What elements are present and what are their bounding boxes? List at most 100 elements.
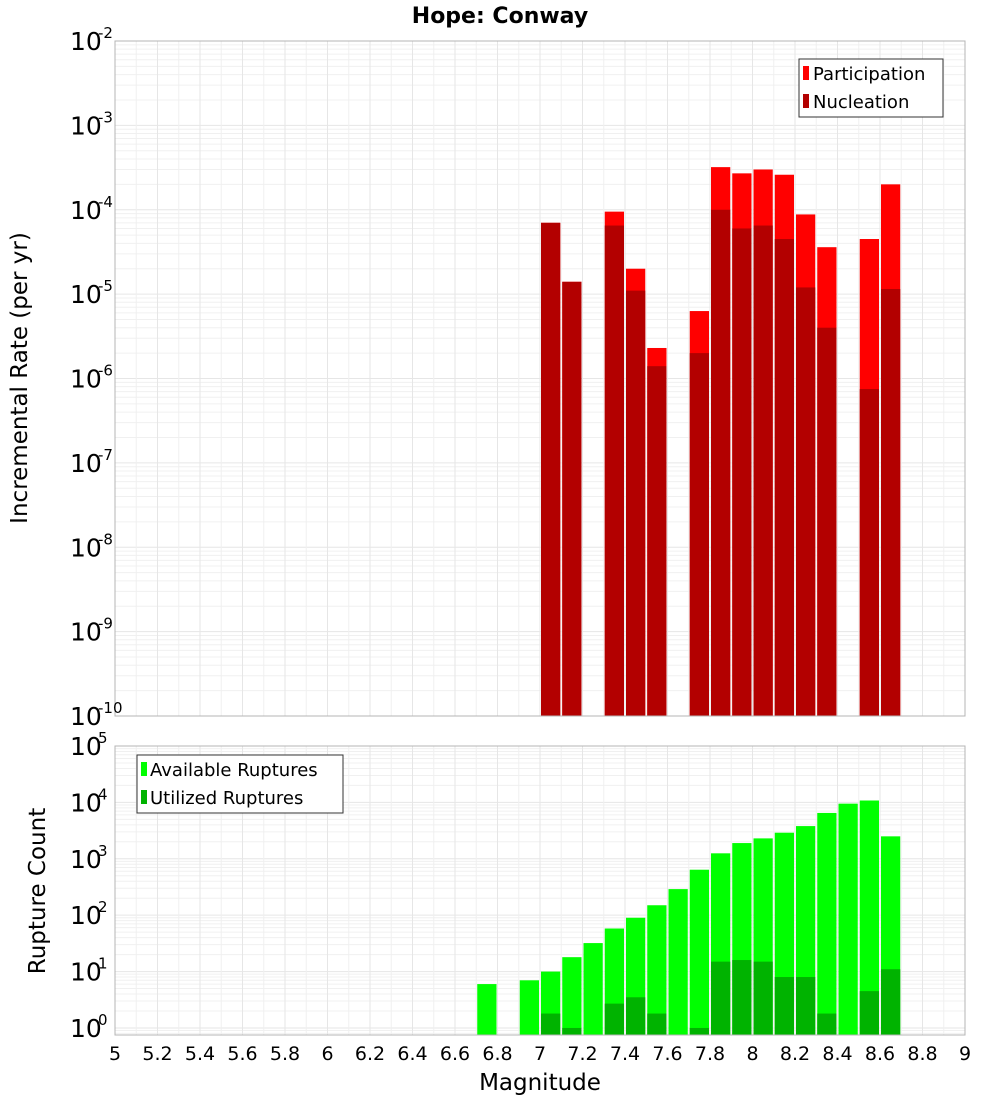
y-tick-label: 10 bbox=[70, 111, 102, 140]
top-y-tick-labels: 10-210-310-410-510-610-710-810-910-10 bbox=[70, 24, 123, 731]
bottom-y-axis-label: Rupture Count bbox=[25, 808, 51, 974]
y-tick-exponent: -8 bbox=[98, 530, 113, 548]
y-tick-exponent: -9 bbox=[98, 615, 113, 633]
y-tick-label: 10 bbox=[70, 845, 102, 874]
x-tick-label: 5 bbox=[109, 1043, 121, 1065]
y-tick-label: 10 bbox=[70, 901, 102, 930]
y-tick-exponent: -7 bbox=[98, 446, 113, 464]
y-tick-exponent: 3 bbox=[98, 842, 108, 860]
y-tick-exponent: 4 bbox=[98, 785, 108, 803]
x-tick-label: 8.8 bbox=[907, 1043, 937, 1065]
bar-nucleation bbox=[541, 222, 561, 716]
bar-utilized-ruptures bbox=[774, 977, 794, 1035]
y-tick-exponent: 1 bbox=[98, 955, 108, 973]
bar-nucleation bbox=[881, 289, 901, 716]
bar-utilized-ruptures bbox=[732, 960, 752, 1035]
x-tick-label: 9 bbox=[959, 1043, 971, 1065]
bar-nucleation bbox=[711, 209, 731, 716]
legend-label-utilized: Utilized Ruptures bbox=[150, 788, 303, 809]
bar-nucleation bbox=[753, 225, 773, 716]
y-tick-label: 10 bbox=[70, 702, 102, 731]
bar-nucleation bbox=[817, 327, 837, 716]
y-tick-exponent: 0 bbox=[98, 1011, 108, 1029]
bar-utilized-ruptures bbox=[626, 997, 646, 1035]
y-tick-label: 10 bbox=[70, 732, 102, 761]
y-tick-exponent: -3 bbox=[98, 108, 113, 126]
y-tick-exponent: -4 bbox=[98, 193, 113, 211]
bar-utilized-ruptures bbox=[647, 1013, 667, 1035]
bar-utilized-ruptures bbox=[689, 1027, 709, 1035]
legend-label-nucleation: Nucleation bbox=[813, 92, 909, 113]
bar-available-ruptures bbox=[562, 957, 582, 1035]
bar-utilized-ruptures bbox=[753, 961, 773, 1035]
bar-nucleation bbox=[562, 281, 582, 716]
chart-title: Hope: Conway bbox=[412, 4, 588, 29]
y-tick-label: 10 bbox=[70, 1014, 102, 1043]
y-tick-label: 10 bbox=[70, 280, 102, 309]
top-y-axis-label: Incremental Rate (per yr) bbox=[7, 232, 33, 524]
y-tick-exponent: -6 bbox=[98, 362, 113, 380]
bar-utilized-ruptures bbox=[541, 1013, 561, 1035]
y-tick-label: 10 bbox=[70, 365, 102, 394]
bar-available-ruptures bbox=[647, 905, 667, 1035]
x-tick-label: 7.2 bbox=[567, 1043, 597, 1065]
bar-available-ruptures bbox=[689, 869, 709, 1035]
x-tick-label: 8.2 bbox=[780, 1043, 810, 1065]
x-tick-label: 7.6 bbox=[652, 1043, 682, 1065]
bar-utilized-ruptures bbox=[881, 969, 901, 1035]
y-tick-label: 10 bbox=[70, 788, 102, 817]
bar-available-ruptures bbox=[817, 812, 837, 1035]
x-tick-label: 7 bbox=[534, 1043, 546, 1065]
y-tick-label: 10 bbox=[70, 449, 102, 478]
top-bars bbox=[541, 167, 901, 717]
bar-utilized-ruptures bbox=[859, 991, 879, 1035]
bar-utilized-ruptures bbox=[817, 1013, 837, 1035]
y-tick-label: 10 bbox=[70, 533, 102, 562]
x-tick-label: 6.2 bbox=[355, 1043, 385, 1065]
legend-swatch-nucleation bbox=[803, 94, 809, 108]
bar-nucleation bbox=[796, 287, 816, 716]
x-tick-label: 5.4 bbox=[185, 1043, 215, 1065]
bar-available-ruptures bbox=[477, 984, 497, 1035]
y-tick-label: 10 bbox=[70, 27, 102, 56]
x-tick-label: 8.6 bbox=[865, 1043, 895, 1065]
bar-utilized-ruptures bbox=[604, 1003, 624, 1035]
y-tick-label: 10 bbox=[70, 618, 102, 647]
top-plot-frame bbox=[114, 40, 966, 717]
y-tick-exponent: -2 bbox=[98, 24, 113, 42]
bottom-bars bbox=[477, 800, 901, 1035]
bar-utilized-ruptures bbox=[562, 1027, 582, 1035]
top-legend-box bbox=[798, 58, 944, 118]
bar-utilized-ruptures bbox=[711, 961, 731, 1035]
bottom-legend-box bbox=[136, 754, 344, 814]
x-tick-label: 5.2 bbox=[142, 1043, 172, 1065]
bar-nucleation bbox=[732, 228, 752, 716]
x-tick-labels: 5 5.2 5.4 5.6 5.8 6 6.2 6.4 6.6 6.8 7 7.2 7.4 7.6 7.8 8… bbox=[109, 1043, 971, 1065]
x-tick-label: 7.4 bbox=[610, 1043, 640, 1065]
bottom-legend: Available Ruptures Utilized Ruptures bbox=[136, 754, 344, 814]
x-tick-label: 8 bbox=[746, 1043, 758, 1065]
bar-utilized-ruptures bbox=[796, 977, 816, 1035]
y-tick-exponent: 5 bbox=[98, 729, 108, 747]
y-tick-exponent: 2 bbox=[98, 898, 108, 916]
bar-nucleation bbox=[604, 225, 624, 716]
bar-available-ruptures bbox=[838, 803, 858, 1035]
x-tick-label: 6 bbox=[321, 1043, 333, 1065]
x-tick-label: 8.4 bbox=[822, 1043, 852, 1065]
bar-available-ruptures bbox=[583, 943, 603, 1035]
x-axis-label: Magnitude bbox=[479, 1070, 601, 1096]
bar-nucleation bbox=[774, 239, 794, 716]
legend-swatch-utilized bbox=[141, 790, 147, 804]
x-tick-label: 6.4 bbox=[397, 1043, 427, 1065]
legend-label-participation: Participation bbox=[813, 64, 925, 85]
y-tick-exponent: -10 bbox=[98, 699, 123, 717]
legend-swatch-available bbox=[141, 762, 147, 776]
legend-label-available: Available Ruptures bbox=[150, 760, 318, 781]
bar-available-ruptures bbox=[859, 800, 879, 1035]
bar-nucleation bbox=[859, 389, 879, 716]
legend-swatch-participation bbox=[803, 66, 809, 80]
y-tick-label: 10 bbox=[70, 958, 102, 987]
x-tick-label: 5.6 bbox=[227, 1043, 257, 1065]
x-tick-label: 5.8 bbox=[270, 1043, 300, 1065]
